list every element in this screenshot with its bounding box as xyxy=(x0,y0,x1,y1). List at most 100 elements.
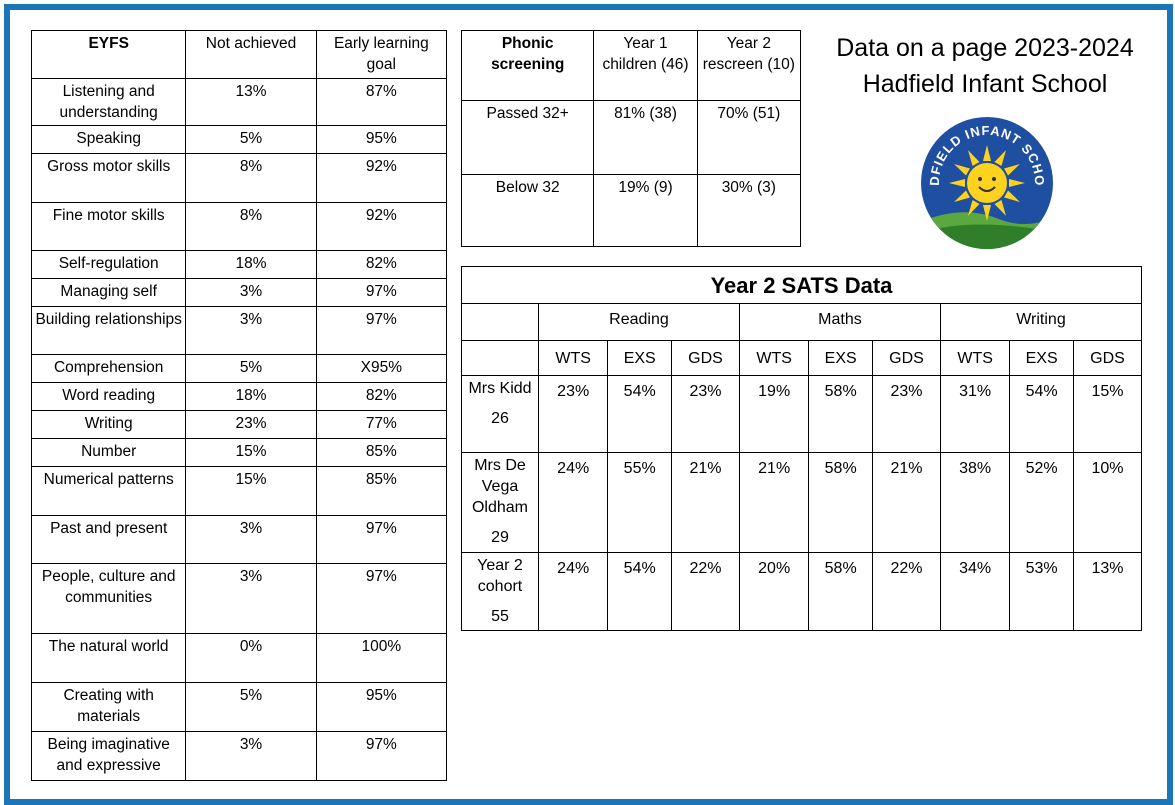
phonic-row-year1: 81% (38) xyxy=(593,100,698,175)
eyfs-not-achieved-cell: 5% xyxy=(185,682,317,732)
page-title: Data on a page 2023-2024 xyxy=(836,34,1134,62)
eyfs-not-achieved-cell: 5% xyxy=(185,354,317,383)
eyfs-not-achieved-cell: 18% xyxy=(185,382,317,411)
eyfs-not-achieved-cell: 13% xyxy=(185,78,317,126)
eyfs-row: Speaking 5% 95% xyxy=(30,125,448,154)
sats-value-cell: 38% xyxy=(939,452,1011,553)
eyfs-elg-cell: 97% xyxy=(315,515,448,564)
eyfs-elg-cell: 82% xyxy=(315,382,448,411)
sats-level-header: EXS xyxy=(607,340,673,376)
sats-group-name: Year 2 cohort xyxy=(477,557,523,595)
eyfs-area-cell: Writing xyxy=(30,410,187,439)
eyfs-elg-cell: 95% xyxy=(315,125,448,154)
phonic-row-year1: 19% (9) xyxy=(593,174,698,247)
eyfs-not-achieved-cell: 3% xyxy=(185,731,317,781)
eyfs-header-not-achieved: Not achieved xyxy=(185,30,317,79)
eyfs-header-row: EYFS Not achieved Early learning goal xyxy=(30,30,448,79)
sats-corner-cell xyxy=(461,303,539,341)
eyfs-row: Listening and understanding 13% 87% xyxy=(30,78,448,126)
eyfs-row: Fine motor skills 8% 92% xyxy=(30,202,448,251)
sats-value-cell: 23% xyxy=(671,375,740,453)
sats-level-row: WTS EXS GDS WTS EXS GDS WTS EXS GDS xyxy=(461,340,1143,376)
eyfs-area-cell: People, culture and communities xyxy=(30,563,187,634)
sats-level-header: GDS xyxy=(1072,340,1143,376)
sats-value-cell: 23% xyxy=(537,375,609,453)
eyfs-area-cell: Numerical patterns xyxy=(30,466,187,516)
sats-level-header: GDS xyxy=(671,340,740,376)
sats-value-cell: 21% xyxy=(671,452,740,553)
sats-level-header: WTS xyxy=(738,340,810,376)
eyfs-elg-cell: 77% xyxy=(315,410,448,439)
eyfs-elg-cell: 92% xyxy=(315,153,448,203)
sats-row-label: Mrs De Vega Oldham 29 xyxy=(461,452,539,553)
eyfs-elg-cell: 92% xyxy=(315,202,448,251)
eyfs-elg-cell: X95% xyxy=(315,354,448,383)
phonic-row-year2: 70% (51) xyxy=(696,100,802,175)
sats-value-cell: 52% xyxy=(1009,452,1074,553)
phonic-header-year1: Year 1 children (46) xyxy=(593,30,698,101)
sats-subject-maths: Maths xyxy=(738,303,941,341)
eyfs-header-area: EYFS xyxy=(30,30,187,79)
eyfs-row: People, culture and communities 3% 97% xyxy=(30,563,448,634)
eyfs-not-achieved-cell: 3% xyxy=(185,563,317,634)
eyfs-table: EYFS Not achieved Early learning goal Li… xyxy=(30,30,448,781)
sats-value-cell: 19% xyxy=(738,375,810,453)
sats-table: Year 2 SATS Data Reading Maths Writing W… xyxy=(461,266,1143,631)
phonic-row: Passed 32+ 81% (38) 70% (51) xyxy=(460,100,802,175)
eyfs-elg-cell: 95% xyxy=(315,682,448,732)
eyfs-row: Creating with materials 5% 95% xyxy=(30,682,448,732)
sats-level-header: WTS xyxy=(939,340,1011,376)
sats-row-label: Mrs Kidd 26 xyxy=(461,375,539,453)
eyfs-row: Word reading 18% 82% xyxy=(30,382,448,411)
eyfs-not-achieved-cell: 0% xyxy=(185,633,317,683)
eyfs-row: Gross motor skills 8% 92% xyxy=(30,153,448,203)
page-frame xyxy=(4,4,1173,805)
sats-value-cell: 10% xyxy=(1072,452,1143,553)
eyfs-row: Writing 23% 77% xyxy=(30,410,448,439)
sats-value-cell: 54% xyxy=(607,552,673,631)
sats-value-cell: 54% xyxy=(1009,375,1074,453)
eyfs-elg-cell: 97% xyxy=(315,731,448,781)
sats-corner-cell xyxy=(461,340,539,376)
sats-subject-row: Reading Maths Writing xyxy=(461,303,1143,341)
sats-value-cell: 24% xyxy=(537,452,609,553)
sats-data-row: Mrs Kidd 26 23% 54% 23% 19% 58% 23% 31% 54% 15% xyxy=(461,375,1143,453)
eyfs-area-cell: The natural world xyxy=(30,633,187,683)
sats-subject-writing: Writing xyxy=(939,303,1143,341)
sats-value-cell: 21% xyxy=(871,452,941,553)
eyfs-elg-cell: 85% xyxy=(315,466,448,516)
sats-value-cell: 55% xyxy=(607,452,673,553)
eyfs-area-cell: Fine motor skills xyxy=(30,202,187,251)
eyfs-area-cell: Self-regulation xyxy=(30,250,187,279)
sats-value-cell: 54% xyxy=(607,375,673,453)
eyfs-area-cell: Past and present xyxy=(30,515,187,564)
phonic-row-year2: 30% (3) xyxy=(696,174,802,247)
eyfs-row: Numerical patterns 15% 85% xyxy=(30,466,448,516)
eyfs-area-cell: Building relationships xyxy=(30,306,187,355)
sats-level-header: WTS xyxy=(537,340,609,376)
eyfs-row: Comprehension 5% X95% xyxy=(30,354,448,383)
eyfs-not-achieved-cell: 15% xyxy=(185,438,317,467)
eyfs-elg-cell: 100% xyxy=(315,633,448,683)
sats-subject-reading: Reading xyxy=(538,303,740,341)
eyfs-not-achieved-cell: 5% xyxy=(185,125,317,154)
eyfs-not-achieved-cell: 3% xyxy=(185,278,317,307)
sats-value-cell: 58% xyxy=(808,452,873,553)
eyfs-elg-cell: 97% xyxy=(315,306,448,355)
phonic-header-row: Phonic screening Year 1 children (46) Ye… xyxy=(460,30,802,101)
sats-value-cell: 58% xyxy=(808,375,873,453)
eyfs-header-elg: Early learning goal xyxy=(315,30,448,79)
eyfs-not-achieved-cell: 8% xyxy=(185,202,317,251)
sats-value-cell: 22% xyxy=(871,552,941,631)
eyfs-area-cell: Creating with materials xyxy=(30,682,187,732)
sats-value-cell: 23% xyxy=(871,375,941,453)
eyfs-not-achieved-cell: 15% xyxy=(185,466,317,516)
sats-group-count: 55 xyxy=(491,608,509,625)
eyfs-not-achieved-cell: 18% xyxy=(185,250,317,279)
phonic-header-label: Phonic screening xyxy=(460,30,595,101)
sats-value-cell: 31% xyxy=(939,375,1011,453)
eyfs-row: The natural world 0% 100% xyxy=(30,633,448,683)
sats-value-cell: 15% xyxy=(1072,375,1143,453)
eyfs-row: Self-regulation 18% 82% xyxy=(30,250,448,279)
sats-value-cell: 22% xyxy=(671,552,740,631)
